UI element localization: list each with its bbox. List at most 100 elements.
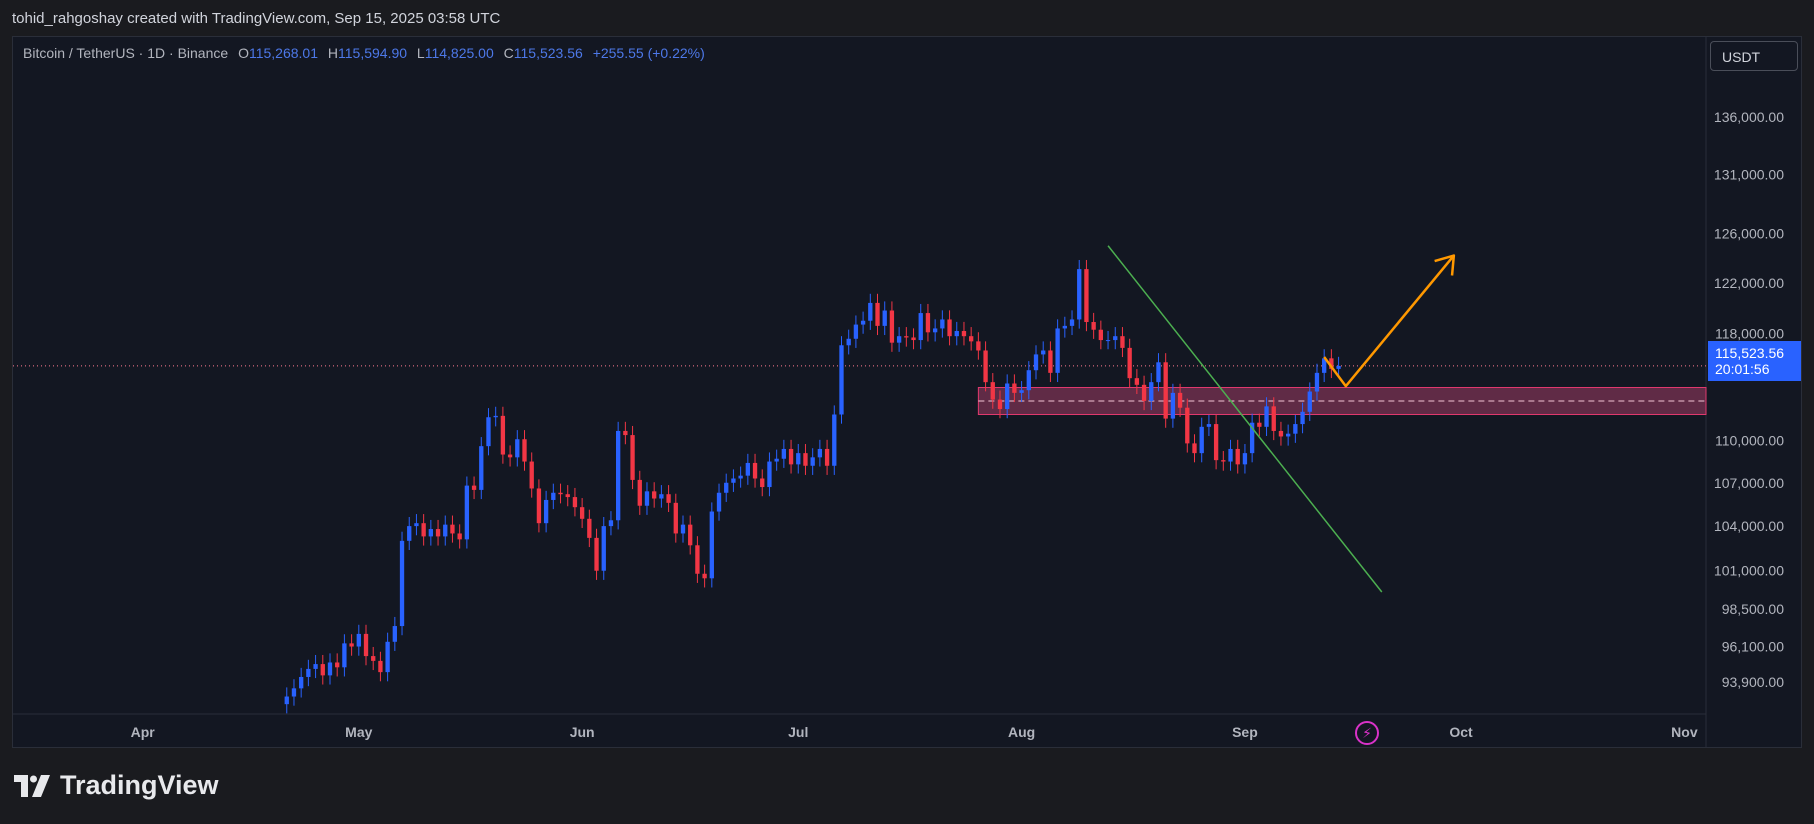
candle-body	[940, 319, 945, 329]
candle-body	[327, 662, 333, 676]
candle-body	[1113, 336, 1118, 341]
candle-body	[680, 524, 686, 534]
candle-body	[1257, 422, 1262, 427]
candle-body	[291, 688, 297, 697]
lightning-icon[interactable]: ⚡	[1355, 721, 1379, 745]
candle-body	[1005, 383, 1010, 410]
candle-body	[421, 523, 426, 537]
candle-body	[507, 454, 513, 458]
candle-body	[904, 336, 909, 338]
candle-body	[637, 479, 642, 506]
y-tick-label: 131,000.00	[1714, 166, 1784, 182]
candle-body	[565, 494, 570, 498]
candle-body	[1213, 424, 1219, 461]
y-tick-label: 98,500.00	[1722, 601, 1784, 617]
change-value: +255.55 (+0.22%)	[592, 45, 705, 61]
x-tick-label: Jul	[788, 724, 808, 740]
high-value: 115,594.90	[338, 45, 408, 61]
candle-body	[543, 499, 549, 524]
projection-arrowhead	[1434, 254, 1456, 276]
candle-body	[695, 545, 700, 574]
candle-body	[1300, 411, 1305, 425]
candle-body	[781, 448, 787, 459]
candle-body	[1141, 384, 1147, 401]
y-tick-label: 118,000.00	[1715, 326, 1784, 342]
candle-body	[558, 492, 563, 495]
trendline	[1107, 245, 1383, 593]
candle-body	[745, 462, 750, 476]
candle-body	[1098, 329, 1104, 341]
candle-body	[688, 524, 693, 546]
candle-body	[363, 633, 369, 657]
candle-body	[1012, 383, 1017, 393]
candle-body	[385, 641, 390, 673]
candle-body	[443, 524, 448, 537]
candle-body	[349, 643, 354, 647]
candle-body	[839, 345, 844, 415]
candle-body	[1249, 422, 1255, 454]
candle-body	[522, 439, 527, 462]
candle-body	[1170, 392, 1176, 419]
chart-panel[interactable]: 136,000.00 131,000.00 126,000.00 122,000.00…	[12, 36, 1802, 748]
top-bar: tohid_rahgoshay created with TradingView…	[0, 0, 1814, 36]
candle-body	[1285, 433, 1291, 437]
candle-body	[1091, 322, 1096, 330]
symbol-legend: Bitcoin / TetherUS · 1D · Binance O115,2…	[23, 45, 705, 61]
candle-body	[1307, 391, 1312, 412]
candle-body	[1192, 443, 1197, 454]
candle-body	[1199, 426, 1204, 454]
candle-body	[479, 446, 484, 490]
candle-body	[969, 336, 974, 342]
candle-body	[1062, 325, 1067, 329]
candle-body	[644, 491, 650, 506]
author-credit: tohid_rahgoshay created with TradingView…	[12, 10, 501, 27]
candle-body	[515, 439, 520, 458]
candle-body	[702, 573, 707, 579]
currency-button[interactable]: USDT	[1710, 41, 1798, 71]
candle-body	[587, 518, 592, 538]
candle-body	[1235, 448, 1240, 465]
candle-body	[1156, 362, 1161, 383]
candle-body	[731, 478, 736, 483]
x-tick-label: Nov	[1671, 724, 1698, 740]
candle-body	[529, 461, 534, 489]
candle-body	[918, 313, 923, 341]
candle-body	[428, 529, 434, 537]
candle-body	[335, 662, 340, 668]
candle-body	[399, 540, 405, 627]
candle-body	[767, 461, 772, 488]
candle-body	[724, 482, 729, 493]
candle-body	[659, 494, 664, 499]
candle-body	[1163, 362, 1168, 419]
candle-body	[630, 435, 635, 480]
candle-body	[1221, 460, 1226, 462]
candle-body	[889, 310, 895, 343]
low-value: 114,825.00	[424, 45, 494, 61]
candle-body	[299, 676, 304, 689]
candle-body	[1149, 382, 1154, 401]
y-tick-label: 96,100.00	[1722, 639, 1784, 655]
candle-body	[774, 458, 779, 462]
candle-body	[896, 336, 902, 343]
candle-body	[832, 414, 837, 466]
candle-body	[760, 478, 765, 488]
open-value: 115,268.01	[248, 45, 318, 61]
candle-body	[932, 328, 938, 333]
candle-body	[407, 526, 412, 541]
x-tick-label: Apr	[131, 724, 156, 740]
candle-body	[882, 310, 887, 326]
y-tick-label: 122,000.00	[1714, 275, 1784, 291]
y-tick-label: 93,900.00	[1722, 674, 1784, 690]
candle-body	[853, 324, 859, 339]
candle-body	[320, 664, 325, 676]
price-chart[interactable]: 136,000.00 131,000.00 126,000.00 122,000.00…	[13, 37, 1802, 748]
bottom-bar	[0, 748, 1814, 824]
candle-body	[551, 492, 556, 500]
x-tick-label: Jun	[570, 724, 595, 740]
brand-name: TradingView	[60, 770, 219, 800]
candle-body	[1120, 336, 1125, 348]
candle-body	[976, 341, 981, 351]
candle-body	[947, 319, 952, 337]
candle-body	[1177, 392, 1183, 408]
candle-body	[1041, 350, 1046, 355]
